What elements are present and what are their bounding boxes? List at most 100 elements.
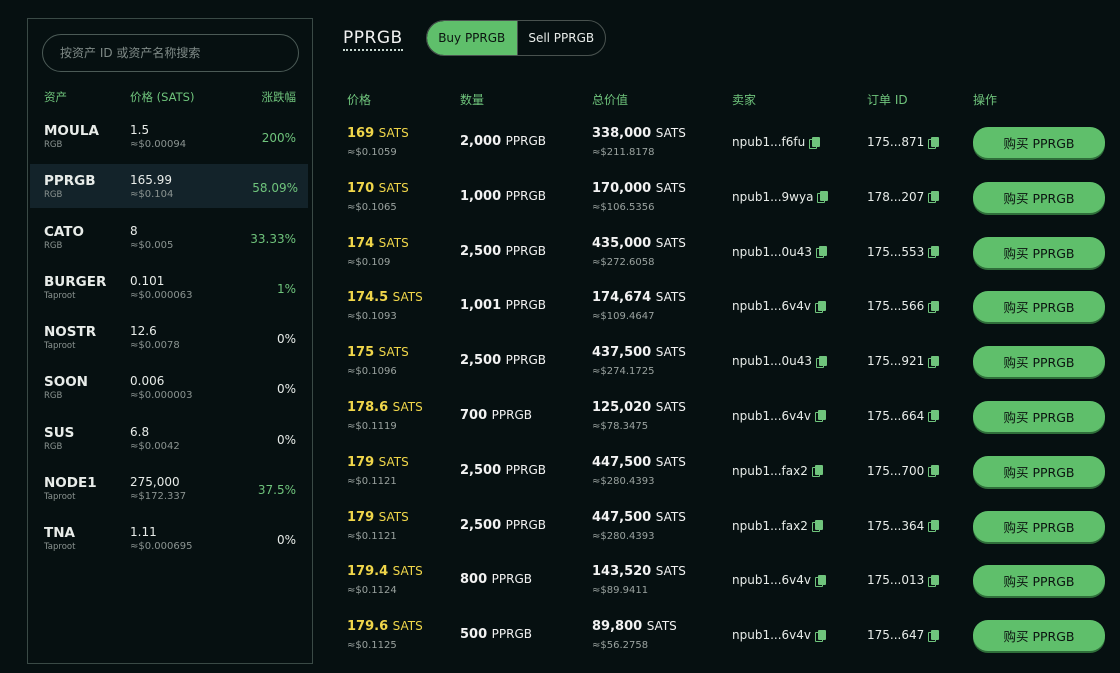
copy-icon[interactable] [928, 136, 940, 149]
asset-price: 0.101 [130, 273, 165, 288]
asset-row-cato[interactable]: CATO RGB 8 ≈$0.005 33.33% [28, 215, 312, 259]
order-quantity: 2,500 PPRGB [460, 517, 546, 533]
buy-order-button[interactable]: 购买 PPRGB [973, 346, 1105, 378]
copy-icon[interactable] [815, 629, 826, 642]
asset-price: 0.006 [130, 374, 165, 389]
copy-icon[interactable] [928, 410, 940, 423]
order-seller: npub1...0u43 [732, 354, 828, 368]
buy-order-button[interactable]: 购买 PPRGB [973, 236, 1105, 268]
buy-order-button[interactable]: 购买 PPRGB [973, 455, 1105, 487]
order-price: 169 SATS [347, 126, 409, 141]
order-price: 179 SATS [347, 454, 409, 470]
asset-protocol: RGB [44, 391, 63, 402]
order-price-usd: ≈$0.1125 [347, 640, 397, 652]
copy-icon[interactable] [809, 136, 821, 149]
copy-icon[interactable] [928, 520, 940, 533]
order-total-usd: ≈$280.4393 [592, 530, 655, 542]
order-total: 174,674 SATS [592, 290, 686, 306]
order-seller: npub1...0u43 [732, 245, 828, 259]
buy-order-button[interactable]: 购买 PPRGB [973, 400, 1105, 432]
copy-icon[interactable] [928, 246, 940, 259]
asset-price-usd: ≈$0.104 [130, 189, 174, 201]
order-price: 179.6 SATS [347, 619, 423, 635]
copy-icon[interactable] [815, 574, 826, 587]
copy-icon[interactable] [815, 300, 826, 313]
total-unit: SATS [655, 454, 686, 469]
copy-icon[interactable] [817, 191, 829, 204]
asset-protocol: RGB [44, 190, 63, 201]
quantity-unit: PPRGB [505, 517, 546, 532]
asset-row-node1[interactable]: NODE1 Taproot 275,000 ≈$172.337 37.5% [28, 466, 312, 510]
buy-order-button[interactable]: 购买 PPRGB [973, 127, 1105, 158]
copy-icon[interactable] [928, 191, 940, 204]
total-unit: SATS [655, 509, 686, 524]
quantity-unit: PPRGB [505, 462, 546, 477]
order-quantity: 800 PPRGB [460, 572, 533, 588]
copy-icon[interactable] [928, 574, 940, 587]
order-total: 447,500 SATS [592, 509, 686, 525]
price-unit: SATS [378, 126, 409, 140]
order-total-usd: ≈$211.8178 [592, 147, 655, 158]
buy-order-button[interactable]: 购买 PPRGB [973, 620, 1105, 652]
copy-icon[interactable] [928, 629, 940, 642]
order-price: 179.4 SATS [347, 564, 423, 580]
asset-row-tna[interactable]: TNA Taproot 1.11 ≈$0.000695 0% [28, 516, 312, 560]
order-id: 175...013 [867, 573, 940, 587]
asset-row-soon[interactable]: SOON RGB 0.006 ≈$0.000003 0% [28, 365, 312, 409]
order-total-usd: ≈$109.4647 [592, 311, 655, 323]
total-unit: SATS [655, 290, 686, 305]
total-unit: SATS [655, 180, 686, 195]
buy-order-button[interactable]: 购买 PPRGB [973, 510, 1105, 542]
order-price-usd: ≈$0.109 [347, 256, 391, 268]
order-id: 178...207 [867, 190, 940, 204]
asset-change: 58.09% [252, 181, 298, 196]
asset-protocol: Taproot [44, 542, 76, 553]
tab-buy[interactable]: Buy PPRGB [427, 21, 517, 55]
order-row: 179 SATS ≈$0.1121 2,500 PPRGB 447,500 SATS ≈… [0, 500, 1120, 555]
asset-column-header: 资产 [44, 90, 67, 104]
copy-icon[interactable] [928, 465, 940, 478]
copy-icon[interactable] [815, 410, 826, 423]
buy-order-button[interactable]: 购买 PPRGB [973, 291, 1105, 323]
order-quantity: 2,500 PPRGB [460, 243, 546, 259]
asset-protocol: RGB [44, 140, 63, 150]
asset-row-burger[interactable]: BURGER Taproot 0.101 ≈$0.000063 1% [28, 265, 312, 309]
asset-row-moula[interactable]: MOULA RGB 1.5 ≈$0.00094 200% [28, 114, 312, 158]
copy-icon[interactable] [928, 300, 940, 313]
asset-row-nostr[interactable]: NOSTR Taproot 12.6 ≈$0.0078 0% [28, 315, 312, 359]
total-unit: SATS [655, 235, 686, 250]
asset-change: 33.33% [250, 231, 296, 246]
asset-name: PPRGB [44, 173, 96, 190]
order-seller: npub1...6v4v [732, 573, 826, 587]
order-price: 174.5 SATS [347, 290, 423, 306]
order-row: 179 SATS ≈$0.1121 2,500 PPRGB 447,500 SATS ≈… [0, 445, 1120, 500]
quantity-unit: PPRGB [491, 407, 533, 422]
order-quantity: 700 PPRGB [460, 407, 533, 423]
copy-icon[interactable] [811, 465, 823, 478]
asset-price: 8 [130, 223, 138, 238]
order-quantity: 500 PPRGB [460, 627, 533, 643]
order-total: 437,500 SATS [592, 345, 686, 361]
buy-order-button[interactable]: 购买 PPRGB [973, 565, 1105, 597]
asset-row-pprgb[interactable]: PPRGB RGB 165.99 ≈$0.104 58.09% [30, 164, 308, 209]
asset-price: 275,000 [130, 475, 180, 490]
order-seller: npub1...fax2 [732, 519, 823, 533]
price-unit: SATS [378, 454, 409, 469]
copy-icon[interactable] [928, 355, 940, 368]
price-unit: SATS [392, 399, 423, 414]
buy-order-button[interactable]: 购买 PPRGB [973, 181, 1105, 213]
asset-protocol: RGB [44, 441, 63, 452]
asset-price: 165.99 [130, 173, 172, 188]
order-id: 175...553 [867, 245, 940, 259]
asset-search-input[interactable] [58, 45, 292, 61]
copy-icon[interactable] [811, 520, 823, 533]
total-unit: SATS [655, 399, 686, 414]
copy-icon[interactable] [816, 355, 828, 368]
quantity-unit: PPRGB [505, 188, 546, 203]
tab-sell[interactable]: Sell PPRGB [516, 21, 606, 55]
quantity-header: 数量 [460, 93, 485, 107]
asset-row-sus[interactable]: SUS RGB 6.8 ≈$0.0042 0% [28, 416, 312, 460]
order-price-usd: ≈$0.1121 [347, 475, 397, 487]
copy-icon[interactable] [816, 246, 828, 259]
asset-name: SOON [44, 374, 88, 391]
